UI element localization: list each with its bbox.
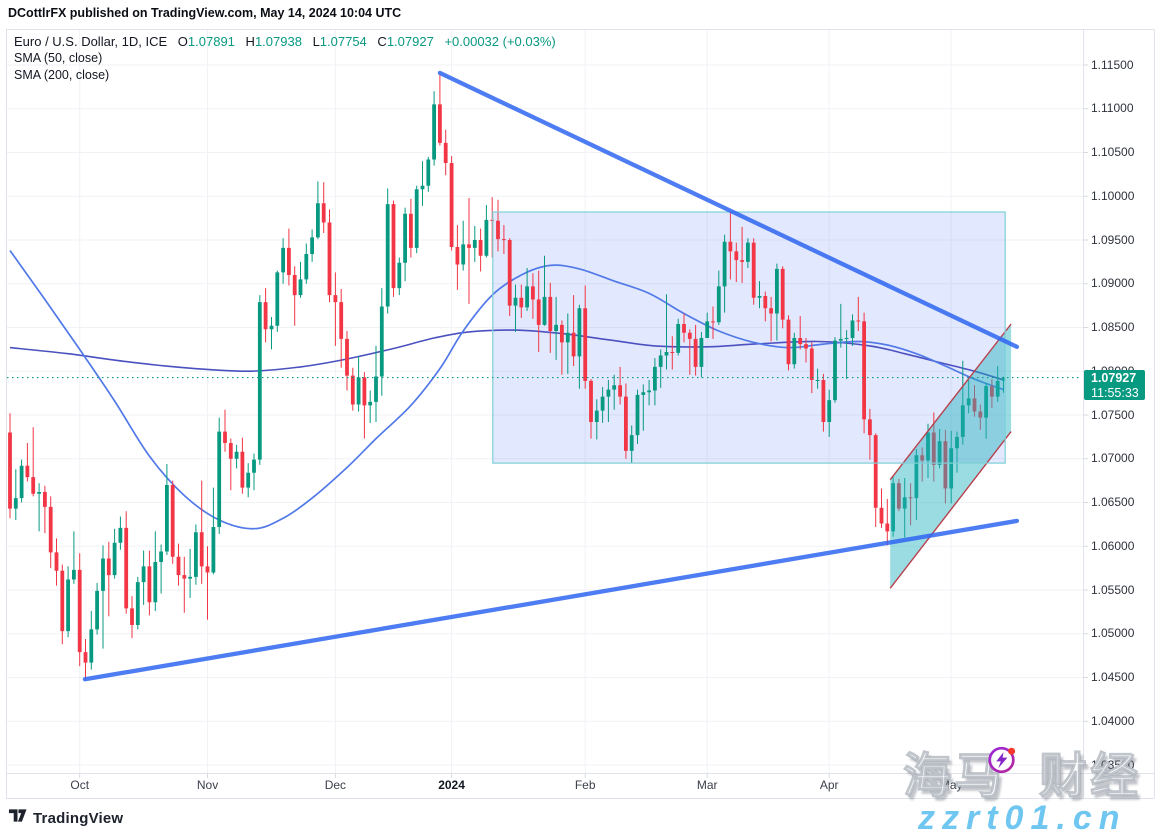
price-tick-label: 1.03500 [1091,757,1135,772]
last-price-value: 1.07927 [1091,371,1137,386]
price-tick-label: 1.11000 [1091,101,1134,116]
price-tick-label: 1.09000 [1091,276,1135,291]
time-tick-label: Dec [324,778,347,792]
price-tick-label: 1.06500 [1091,495,1135,509]
price-tick-label: 1.10000 [1091,188,1135,203]
bar-countdown: 11:55:33 [1091,386,1139,401]
tradingview-logo-icon [8,807,27,829]
time-tick-label: 2024 [438,778,465,792]
ohlc-close-key: C [377,34,387,49]
ohlc-high-key: H [245,34,255,49]
price-tick-label: 1.04500 [1091,670,1135,684]
time-tick-label: Mar [696,778,718,792]
price-tick-label: 1.07000 [1091,451,1135,466]
time-tick-label: Nov [196,778,219,792]
ohlc-open-value: 1.07891 [187,34,235,49]
price-tick-label: 1.06000 [1091,538,1135,553]
channel-drawing-fill[interactable] [890,324,1012,589]
price-tick-label: 1.07500 [1091,407,1135,422]
last-price-badge: 1.07927 11:55:33 [1084,370,1145,401]
chart-frame [6,29,1155,799]
watermark-title-right: 财经 [1038,749,1142,803]
change-value: +0.00032 (+0.03%) [444,34,556,49]
price-tick-label: 1.10500 [1091,145,1135,159]
indicator-label-sma200[interactable]: SMA (200, close) [14,68,110,82]
time-tick-label: Apr [819,778,839,792]
ascending-trendline[interactable] [82,518,1020,682]
time-tick-label: Oct [70,778,90,792]
watermark: 海马 财经 [902,736,1142,806]
ohlc-low-key: L [312,34,320,49]
ohlc-low-value: 1.07754 [319,34,367,49]
time-tick-label: Feb [574,778,596,792]
red-dot [1008,747,1016,755]
ohlc-high-value: 1.07938 [254,34,302,49]
watermark-title-left: 海马 [902,749,1006,803]
chart-legend: Euro / U.S. Dollar, 1D, ICE O1.07891 H1.… [14,33,556,84]
rectangle-drawing-border [492,211,1006,464]
price-tick-label: 1.09500 [1091,232,1135,247]
watermark-url: zzrt01.cn [918,799,1127,836]
axis-ticks [79,64,1088,778]
price-tick-label: 1.04000 [1091,713,1135,728]
indicator-label-sma50[interactable]: SMA (50, close) [14,51,103,65]
ohlc-open-key: O [177,34,188,49]
symbol-title[interactable]: Euro / U.S. Dollar, 1D, ICE [14,34,168,49]
price-tick-label: 1.08500 [1091,320,1135,334]
lightning-icon [987,742,1019,781]
sma50-line[interactable] [9,250,1004,530]
ohlc-close-value: 1.07927 [386,34,434,49]
channel-drawing-borders [889,323,1012,589]
time-tick-label: May [939,778,963,792]
attribution-text: DCottlrFX published on TradingView.com, … [8,6,402,20]
price-tick-label: 1.05500 [1091,582,1135,597]
descending-trendline[interactable] [437,70,1020,349]
symbol-legend-row: Euro / U.S. Dollar, 1D, ICE O1.07891 H1.… [14,33,556,50]
price-tick-label: 1.05000 [1091,626,1135,641]
footer-brand[interactable]: TradingView [8,807,123,829]
footer-brand-label: TradingView [33,809,124,827]
price-tick-label: 1.11500 [1091,57,1134,72]
